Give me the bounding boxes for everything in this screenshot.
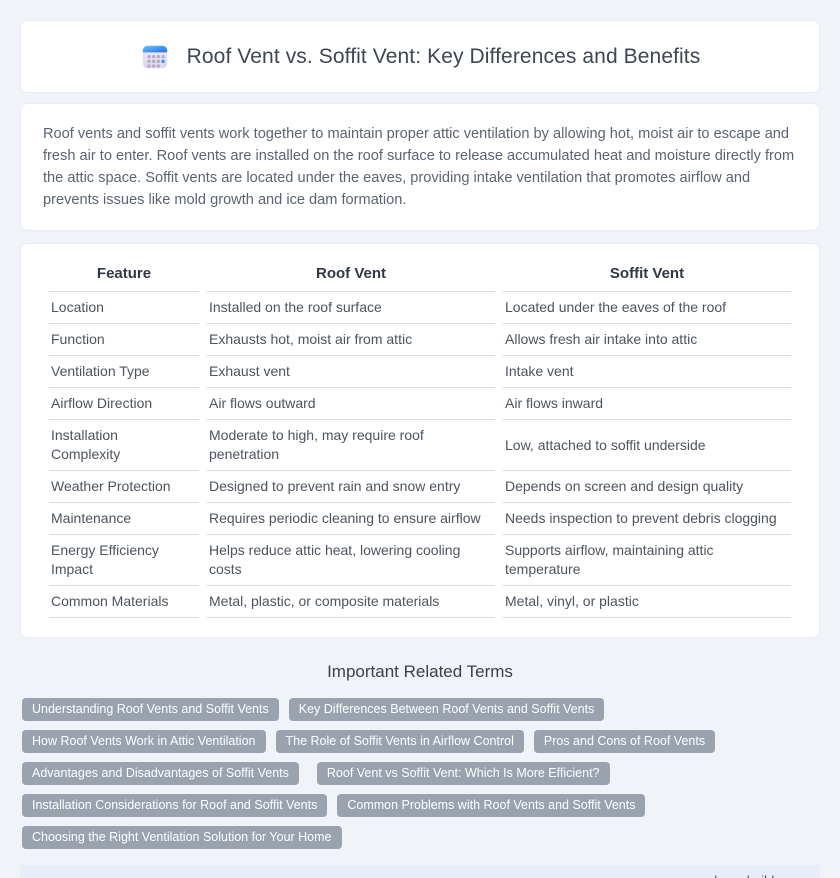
soffit-vent-cell: Needs inspection to prevent debris clogg… [503,503,791,535]
soffit-vent-cell: Air flows inward [503,388,791,420]
soffit-vent-cell: Intake vent [503,356,791,388]
roof-vent-cell: Helps reduce attic heat, lowering coolin… [207,535,495,586]
related-term-tag[interactable]: Installation Considerations for Roof and… [22,794,328,817]
roof-vent-cell: Air flows outward [207,388,495,420]
feature-cell: Weather Protection [49,471,199,503]
table-row: Function Exhausts hot, moist air from at… [49,324,791,356]
header-card: Roof Vent vs. Soffit Vent: Key Differenc… [20,20,820,93]
table-row: Common Materials Metal, plastic, or comp… [49,586,791,618]
feature-cell: Function [49,324,199,356]
roof-vent-cell: Exhaust vent [207,356,495,388]
site-name: homebuildy.com [714,873,808,878]
roof-vent-cell: Metal, plastic, or composite materials [207,586,495,618]
feature-cell: Location [49,292,199,324]
related-term-tag[interactable]: Choosing the Right Ventilation Solution … [22,826,342,849]
soffit-vent-cell: Depends on screen and design quality [503,471,791,503]
column-header-feature: Feature [49,257,199,292]
intro-card: Roof vents and soffit vents work togethe… [20,103,820,231]
table-row: Location Installed on the roof surface L… [49,292,791,324]
table-row: Weather Protection Designed to prevent r… [49,471,791,503]
soffit-vent-cell: Allows fresh air intake into attic [503,324,791,356]
table-row: Airflow Direction Air flows outward Air … [49,388,791,420]
feature-cell: Airflow Direction [49,388,199,420]
soffit-vent-cell: Located under the eaves of the roof [503,292,791,324]
comparison-table: Feature Roof Vent Soffit Vent Location I… [41,257,799,618]
roof-vent-cell: Moderate to high, may require roof penet… [207,420,495,471]
roof-vent-cell: Exhausts hot, moist air from attic [207,324,495,356]
table-row: Energy Efficiency Impact Helps reduce at… [49,535,791,586]
roof-vent-cell: Requires periodic cleaning to ensure air… [207,503,495,535]
feature-cell: Common Materials [49,586,199,618]
related-terms-list: Understanding Roof Vents and Soffit Vent… [20,698,820,849]
comparison-table-card: Feature Roof Vent Soffit Vent Location I… [20,243,820,638]
column-header-soffit-vent: Soffit Vent [503,257,791,292]
related-term-tag[interactable]: The Role of Soffit Vents in Airflow Cont… [275,730,524,753]
intro-paragraph: Roof vents and soffit vents work togethe… [43,126,795,208]
feature-cell: Installation Complexity [49,420,199,471]
table-row: Installation Complexity Moderate to high… [49,420,791,471]
related-term-tag[interactable]: Pros and Cons of Roof Vents [533,730,716,753]
calendar-icon [140,42,170,72]
page-title: Roof Vent vs. Soffit Vent: Key Differenc… [186,44,701,68]
feature-cell: Energy Efficiency Impact [49,535,199,586]
footer-bar: homebuildy.com [20,865,820,878]
roof-vent-cell: Installed on the roof surface [207,292,495,324]
table-row: Maintenance Requires periodic cleaning t… [49,503,791,535]
soffit-vent-cell: Supports airflow, maintaining attic temp… [503,535,791,586]
soffit-vent-cell: Low, attached to soffit underside [503,420,791,471]
feature-cell: Maintenance [49,503,199,535]
related-term-tag[interactable]: Roof Vent vs Soffit Vent: Which Is More … [316,762,610,785]
related-term-tag[interactable]: Advantages and Disadvantages of Soffit V… [22,762,299,785]
table-row: Ventilation Type Exhaust vent Intake ven… [49,356,791,388]
related-term-tag[interactable]: Key Differences Between Roof Vents and S… [288,698,605,721]
feature-cell: Ventilation Type [49,356,199,388]
table-header-row: Feature Roof Vent Soffit Vent [49,257,791,292]
related-term-tag[interactable]: How Roof Vents Work in Attic Ventilation [22,730,266,753]
roof-vent-cell: Designed to prevent rain and snow entry [207,471,495,503]
related-terms-heading: Important Related Terms [327,662,513,681]
soffit-vent-cell: Metal, vinyl, or plastic [503,586,791,618]
column-header-roof-vent: Roof Vent [207,257,495,292]
related-term-tag[interactable]: Understanding Roof Vents and Soffit Vent… [22,698,279,721]
related-term-tag[interactable]: Common Problems with Roof Vents and Soff… [337,794,646,817]
